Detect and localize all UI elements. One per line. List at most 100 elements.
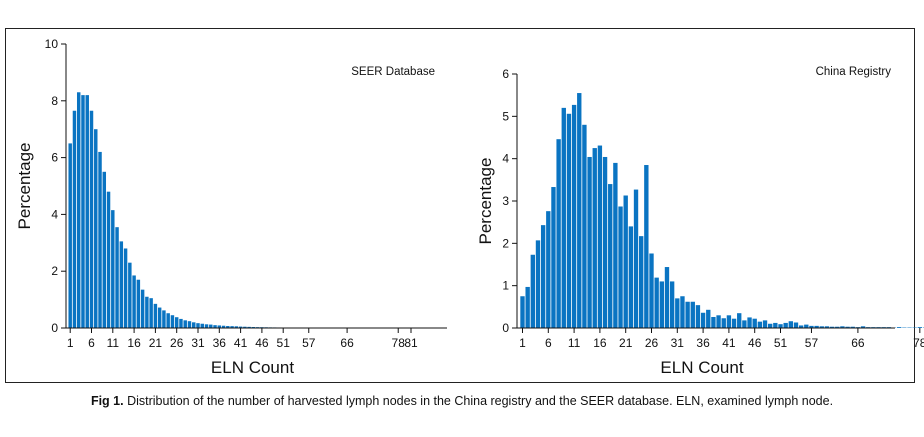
bar bbox=[540, 225, 546, 328]
bar bbox=[783, 322, 788, 328]
x-tick-label: 16 bbox=[127, 336, 141, 350]
bar bbox=[136, 279, 141, 328]
bar bbox=[81, 95, 85, 329]
bar bbox=[773, 322, 778, 328]
y-axis-title: Percentage bbox=[476, 158, 495, 245]
y-tick-label: 4 bbox=[502, 152, 509, 166]
panel-label: SEER Database bbox=[351, 66, 435, 78]
bar bbox=[654, 277, 659, 328]
bar bbox=[762, 320, 768, 328]
bar bbox=[111, 210, 115, 328]
y-tick-label: 5 bbox=[502, 109, 509, 123]
bar bbox=[179, 318, 183, 328]
bar bbox=[768, 323, 773, 328]
bar bbox=[659, 281, 664, 328]
bar bbox=[731, 318, 737, 328]
bar bbox=[752, 318, 757, 328]
bar bbox=[582, 124, 587, 328]
y-tick-label: 2 bbox=[502, 236, 509, 250]
bar bbox=[192, 322, 196, 328]
bar bbox=[546, 211, 551, 328]
bar bbox=[247, 326, 251, 328]
x-tick-label: 21 bbox=[619, 336, 633, 350]
bar bbox=[700, 312, 706, 328]
bar bbox=[721, 318, 726, 328]
x-tick-label: 51 bbox=[774, 336, 788, 350]
bar bbox=[115, 227, 119, 328]
bar bbox=[89, 110, 94, 329]
bar bbox=[804, 324, 809, 328]
bar bbox=[85, 95, 89, 329]
bar bbox=[221, 325, 226, 328]
y-tick-label: 2 bbox=[51, 264, 58, 278]
bar bbox=[234, 326, 239, 328]
x-tick-label: 36 bbox=[696, 336, 710, 350]
bar bbox=[140, 289, 145, 328]
x-tick-label: 16 bbox=[593, 336, 607, 350]
bar bbox=[204, 324, 209, 328]
x-tick-label: 11 bbox=[107, 336, 120, 350]
bar bbox=[72, 110, 77, 329]
bar bbox=[157, 307, 162, 328]
x-tick-label: 78 bbox=[913, 336, 924, 350]
bar bbox=[551, 187, 556, 328]
bar bbox=[170, 315, 175, 328]
bar bbox=[649, 253, 654, 328]
x-tick-label: 57 bbox=[302, 336, 316, 350]
bar bbox=[897, 327, 902, 328]
bar bbox=[835, 326, 840, 328]
bar bbox=[778, 324, 783, 328]
figure-frame bbox=[5, 28, 915, 383]
bar bbox=[726, 315, 732, 328]
bar bbox=[226, 326, 230, 328]
bar bbox=[597, 145, 603, 328]
bar bbox=[711, 316, 716, 328]
bar bbox=[798, 325, 804, 328]
bar bbox=[200, 323, 204, 328]
x-tick-label: 31 bbox=[191, 336, 205, 350]
bar bbox=[669, 281, 675, 328]
bar bbox=[132, 275, 136, 328]
bar bbox=[520, 296, 525, 328]
bar bbox=[685, 301, 690, 328]
bar bbox=[556, 139, 561, 328]
panel-label: China Registry bbox=[816, 66, 892, 78]
y-tick-label: 0 bbox=[502, 321, 509, 335]
bar bbox=[860, 326, 866, 328]
bar bbox=[623, 195, 628, 328]
x-tick-label: 6 bbox=[88, 336, 95, 350]
x-tick-label: 26 bbox=[645, 336, 659, 350]
y-tick-label: 0 bbox=[51, 321, 58, 335]
bar bbox=[535, 240, 541, 328]
bar bbox=[706, 309, 711, 328]
x-tick-label: 66 bbox=[340, 336, 354, 350]
bar bbox=[819, 326, 824, 328]
bar bbox=[145, 296, 149, 328]
x-tick-label: 41 bbox=[722, 336, 736, 350]
caption-text: Distribution of the number of harvested … bbox=[127, 394, 834, 408]
x-tick-label: 36 bbox=[213, 336, 227, 350]
x-tick-label: 21 bbox=[149, 336, 163, 350]
bar bbox=[737, 313, 742, 328]
x-tick-label: 11 bbox=[568, 336, 581, 350]
bar bbox=[98, 151, 102, 328]
y-axis-title: Percentage bbox=[15, 143, 34, 230]
bar bbox=[592, 148, 597, 328]
bar bbox=[577, 93, 582, 328]
x-tick-label: 41 bbox=[234, 336, 248, 350]
bar bbox=[680, 296, 685, 328]
bar bbox=[917, 327, 922, 328]
x-tick-label: 31 bbox=[671, 336, 685, 350]
bar bbox=[716, 315, 721, 328]
bar bbox=[644, 165, 649, 328]
bar bbox=[166, 313, 170, 328]
x-tick-label: 51 bbox=[277, 336, 291, 350]
bar bbox=[675, 298, 680, 328]
x-tick-label: 6 bbox=[545, 336, 552, 350]
bar bbox=[757, 321, 763, 328]
bar bbox=[850, 326, 855, 328]
bar bbox=[690, 301, 695, 328]
bar bbox=[561, 107, 566, 329]
bar bbox=[525, 286, 530, 328]
